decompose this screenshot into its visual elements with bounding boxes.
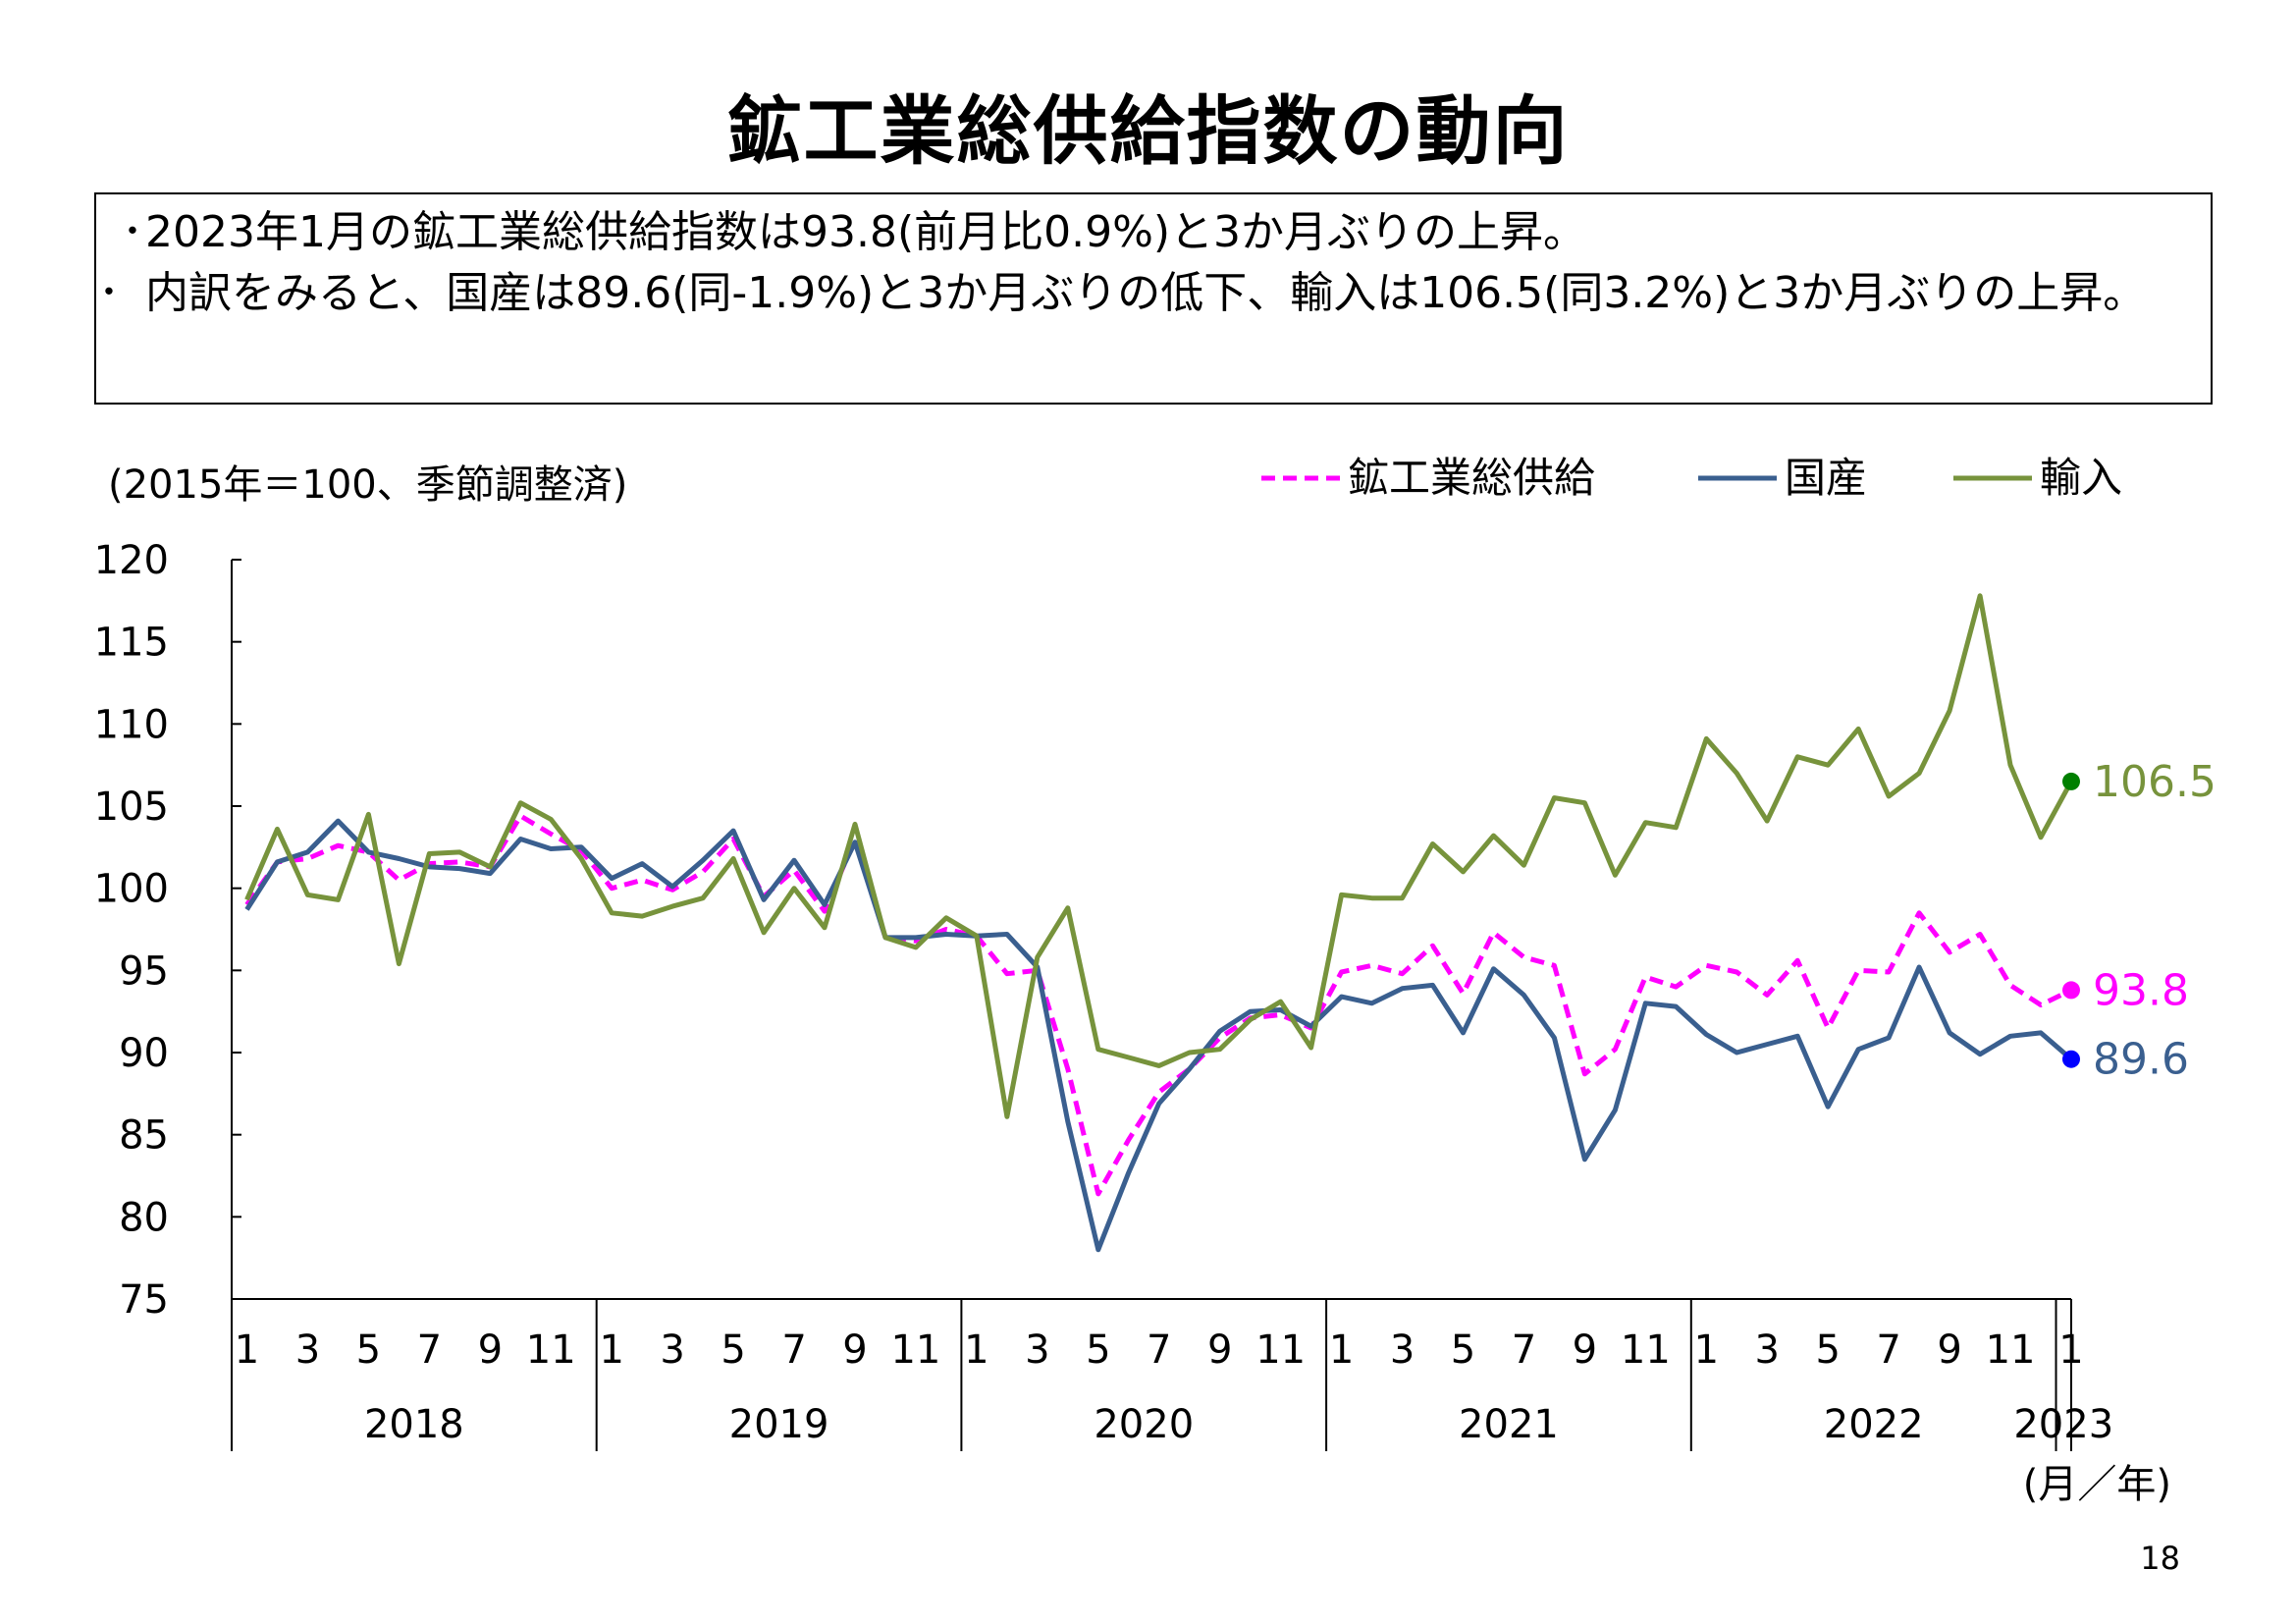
year-label: 2020 xyxy=(1094,1402,1194,1447)
month-label: 3 xyxy=(1390,1327,1415,1373)
series-end-marker xyxy=(2062,981,2080,1000)
legend-label: 鉱工業総供給 xyxy=(1348,454,1595,502)
y-tick-label: 105 xyxy=(94,785,169,830)
month-label: 9 xyxy=(842,1327,867,1373)
month-label: 1 xyxy=(599,1327,623,1373)
year-label: 2022 xyxy=(1824,1402,1924,1447)
bullet-icon: ･ xyxy=(98,268,120,318)
month-label: 5 xyxy=(356,1327,381,1373)
month-label: 11 xyxy=(890,1327,940,1373)
summary-text-2: 内訳をみると、国産は89.6(同-1.9%)と3か月ぶりの低下、輸入は106.5… xyxy=(145,268,2147,318)
series-line-1 xyxy=(244,818,2073,1253)
series-end-label: 89.6 xyxy=(2093,1035,2189,1085)
month-label: 5 xyxy=(721,1327,745,1373)
y-tick-label: 85 xyxy=(119,1113,169,1159)
legend-label: 輸入 xyxy=(2040,454,2122,502)
month-label: 3 xyxy=(1025,1327,1049,1373)
series-end-label: 93.8 xyxy=(2093,965,2189,1015)
year-label: 2018 xyxy=(364,1402,464,1447)
page-title: 鉱工業総供給指数の動向 xyxy=(726,87,1570,175)
y-tick-label: 75 xyxy=(119,1277,169,1323)
summary-text-1: 2023年1月の鉱工業総供給指数は93.8(前月比0.9%)と3か月ぶりの上昇。 xyxy=(145,207,1587,257)
month-label: 9 xyxy=(1937,1327,1961,1373)
month-label: 3 xyxy=(1755,1327,1780,1373)
month-label: 5 xyxy=(1086,1327,1110,1373)
month-label: 11 xyxy=(1986,1327,2036,1373)
series-end-marker xyxy=(2062,1050,2080,1068)
month-label: 9 xyxy=(478,1327,503,1373)
end-labels: 93.8 89.6 106.5 xyxy=(2062,757,2216,1085)
month-label: 7 xyxy=(1876,1327,1900,1373)
month-label: 1 xyxy=(235,1327,259,1373)
summary-line-1: ･2023年1月の鉱工業総供給指数は93.8(前月比0.9%)と3か月ぶりの上昇… xyxy=(122,208,2185,257)
y-tick-label: 120 xyxy=(94,538,169,583)
month-label: 7 xyxy=(1147,1327,1171,1373)
month-label: 3 xyxy=(660,1327,684,1373)
series-end-marker xyxy=(2062,772,2080,790)
month-label: 9 xyxy=(1207,1327,1232,1373)
y-tick-label: 115 xyxy=(94,621,169,666)
line-chart: (2015年＝100、季節調整済) 鉱工業総供給 国産 輸入 75808590951… xyxy=(94,454,2216,1507)
month-label: 11 xyxy=(1255,1327,1306,1373)
month-label: 11 xyxy=(1621,1327,1671,1373)
x-unit-label: (月／年) xyxy=(2023,1462,2171,1507)
month-label: 5 xyxy=(1815,1327,1840,1373)
month-label: 1 xyxy=(964,1327,988,1373)
y-tick-label: 80 xyxy=(119,1195,169,1240)
series-lines xyxy=(244,593,2074,1253)
month-label: 11 xyxy=(526,1327,576,1373)
month-label: 3 xyxy=(295,1327,320,1373)
page-number: 18 xyxy=(2140,1540,2180,1577)
month-label: 7 xyxy=(781,1327,806,1373)
year-label: 2021 xyxy=(1459,1402,1559,1447)
series-end-label: 106.5 xyxy=(2093,757,2216,807)
month-label: 1 xyxy=(1694,1327,1719,1373)
y-tick-label: 100 xyxy=(94,867,169,912)
y-tick-label: 90 xyxy=(119,1031,169,1076)
summary-box: ･2023年1月の鉱工業総供給指数は93.8(前月比0.9%)と3か月ぶりの上昇… xyxy=(94,192,2213,405)
year-label: 2019 xyxy=(729,1402,829,1447)
legend-label: 国産 xyxy=(1785,454,1867,502)
bullet-icon: ･ xyxy=(122,207,143,257)
legend: 鉱工業総供給 国産 輸入 xyxy=(1261,454,2122,502)
month-label: 1 xyxy=(1329,1327,1354,1373)
month-label: 5 xyxy=(1451,1327,1475,1373)
y-tick-label: 110 xyxy=(94,702,169,747)
summary-line-2: ･ 内訳をみると、国産は89.6(同-1.9%)と3か月ぶりの低下、輸入は106.… xyxy=(98,268,2185,318)
unit-note: (2015年＝100、季節調整済) xyxy=(108,462,627,508)
series-line-2 xyxy=(244,593,2074,1119)
series-line-0 xyxy=(244,813,2073,1197)
y-tick-label: 95 xyxy=(119,948,169,994)
month-label: 7 xyxy=(1512,1327,1536,1373)
year-label: 2023 xyxy=(2013,1402,2113,1447)
month-label: 7 xyxy=(417,1327,442,1373)
month-label: 9 xyxy=(1573,1327,1597,1373)
